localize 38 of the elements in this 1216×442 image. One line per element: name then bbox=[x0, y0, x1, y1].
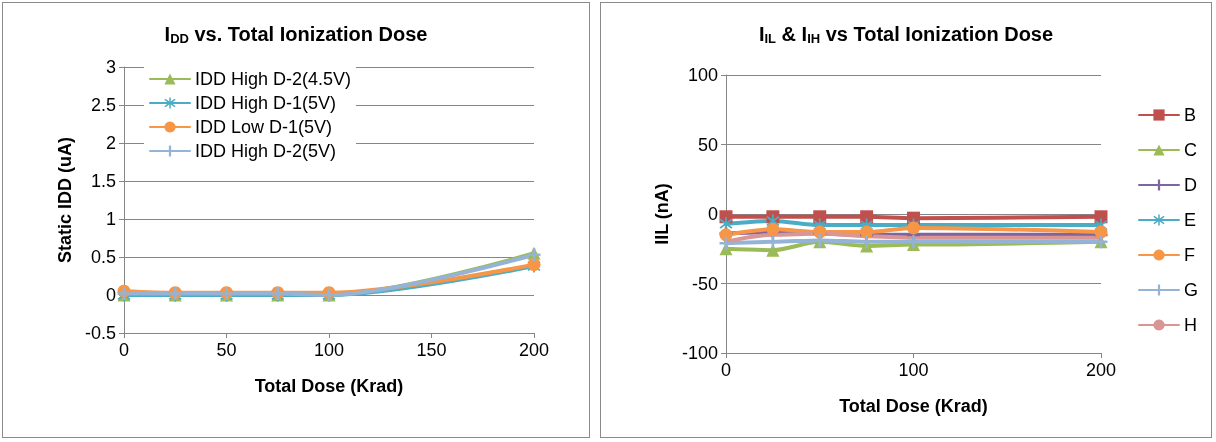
x-tick-label: 50 bbox=[216, 340, 237, 360]
y-tick-label: 0.5 bbox=[90, 247, 116, 267]
y-tick-label: 2 bbox=[105, 133, 116, 153]
x-axis-title: Total Dose (Krad) bbox=[839, 396, 988, 416]
y-tick-label: 1.5 bbox=[90, 171, 116, 191]
y-tick-label: -100 bbox=[681, 343, 718, 363]
legend-label: E bbox=[1184, 210, 1197, 230]
x-tick-label: 200 bbox=[518, 340, 550, 360]
legend-label: H bbox=[1184, 315, 1197, 335]
legend-label: C bbox=[1184, 140, 1197, 160]
x-tick-label: 200 bbox=[1085, 360, 1117, 380]
y-tick-label: 1 bbox=[105, 209, 116, 229]
x-tick-label: 150 bbox=[416, 340, 447, 360]
legend-label: IDD High D-2(4.5V) bbox=[195, 69, 352, 89]
legend-label: B bbox=[1184, 105, 1197, 125]
x-tick-label: 0 bbox=[720, 360, 732, 380]
y-tick-label: 3 bbox=[105, 57, 116, 77]
point bbox=[766, 243, 780, 257]
y-tick-label: -50 bbox=[691, 273, 718, 294]
x-tick-label: 100 bbox=[898, 360, 929, 380]
y-tick-label: 0 bbox=[707, 204, 718, 224]
y-tick-label: 2.5 bbox=[90, 95, 116, 115]
legend-label: IDD High D-1(5V) bbox=[195, 93, 337, 113]
legend-label: F bbox=[1184, 245, 1195, 265]
y-tick-label: 100 bbox=[687, 65, 718, 85]
legend-label: D bbox=[1184, 175, 1197, 195]
y-tick-label: 0 bbox=[105, 285, 116, 305]
legend-label: G bbox=[1184, 280, 1199, 300]
legend-label: IDD Low D-1(5V) bbox=[195, 117, 333, 137]
y-axis-title: IIL (nA) bbox=[652, 183, 673, 245]
x-axis-title: Total Dose (Krad) bbox=[254, 376, 404, 396]
y-tick-label: 50 bbox=[697, 134, 718, 155]
y-tick-label: -0.5 bbox=[84, 323, 116, 343]
x-tick-label: 0 bbox=[118, 340, 130, 360]
legend-label: IDD High D-2(5V) bbox=[195, 141, 337, 161]
point bbox=[719, 217, 733, 231]
x-tick-label: 100 bbox=[313, 340, 345, 360]
y-axis-title: Static IDD (uA) bbox=[55, 136, 76, 263]
